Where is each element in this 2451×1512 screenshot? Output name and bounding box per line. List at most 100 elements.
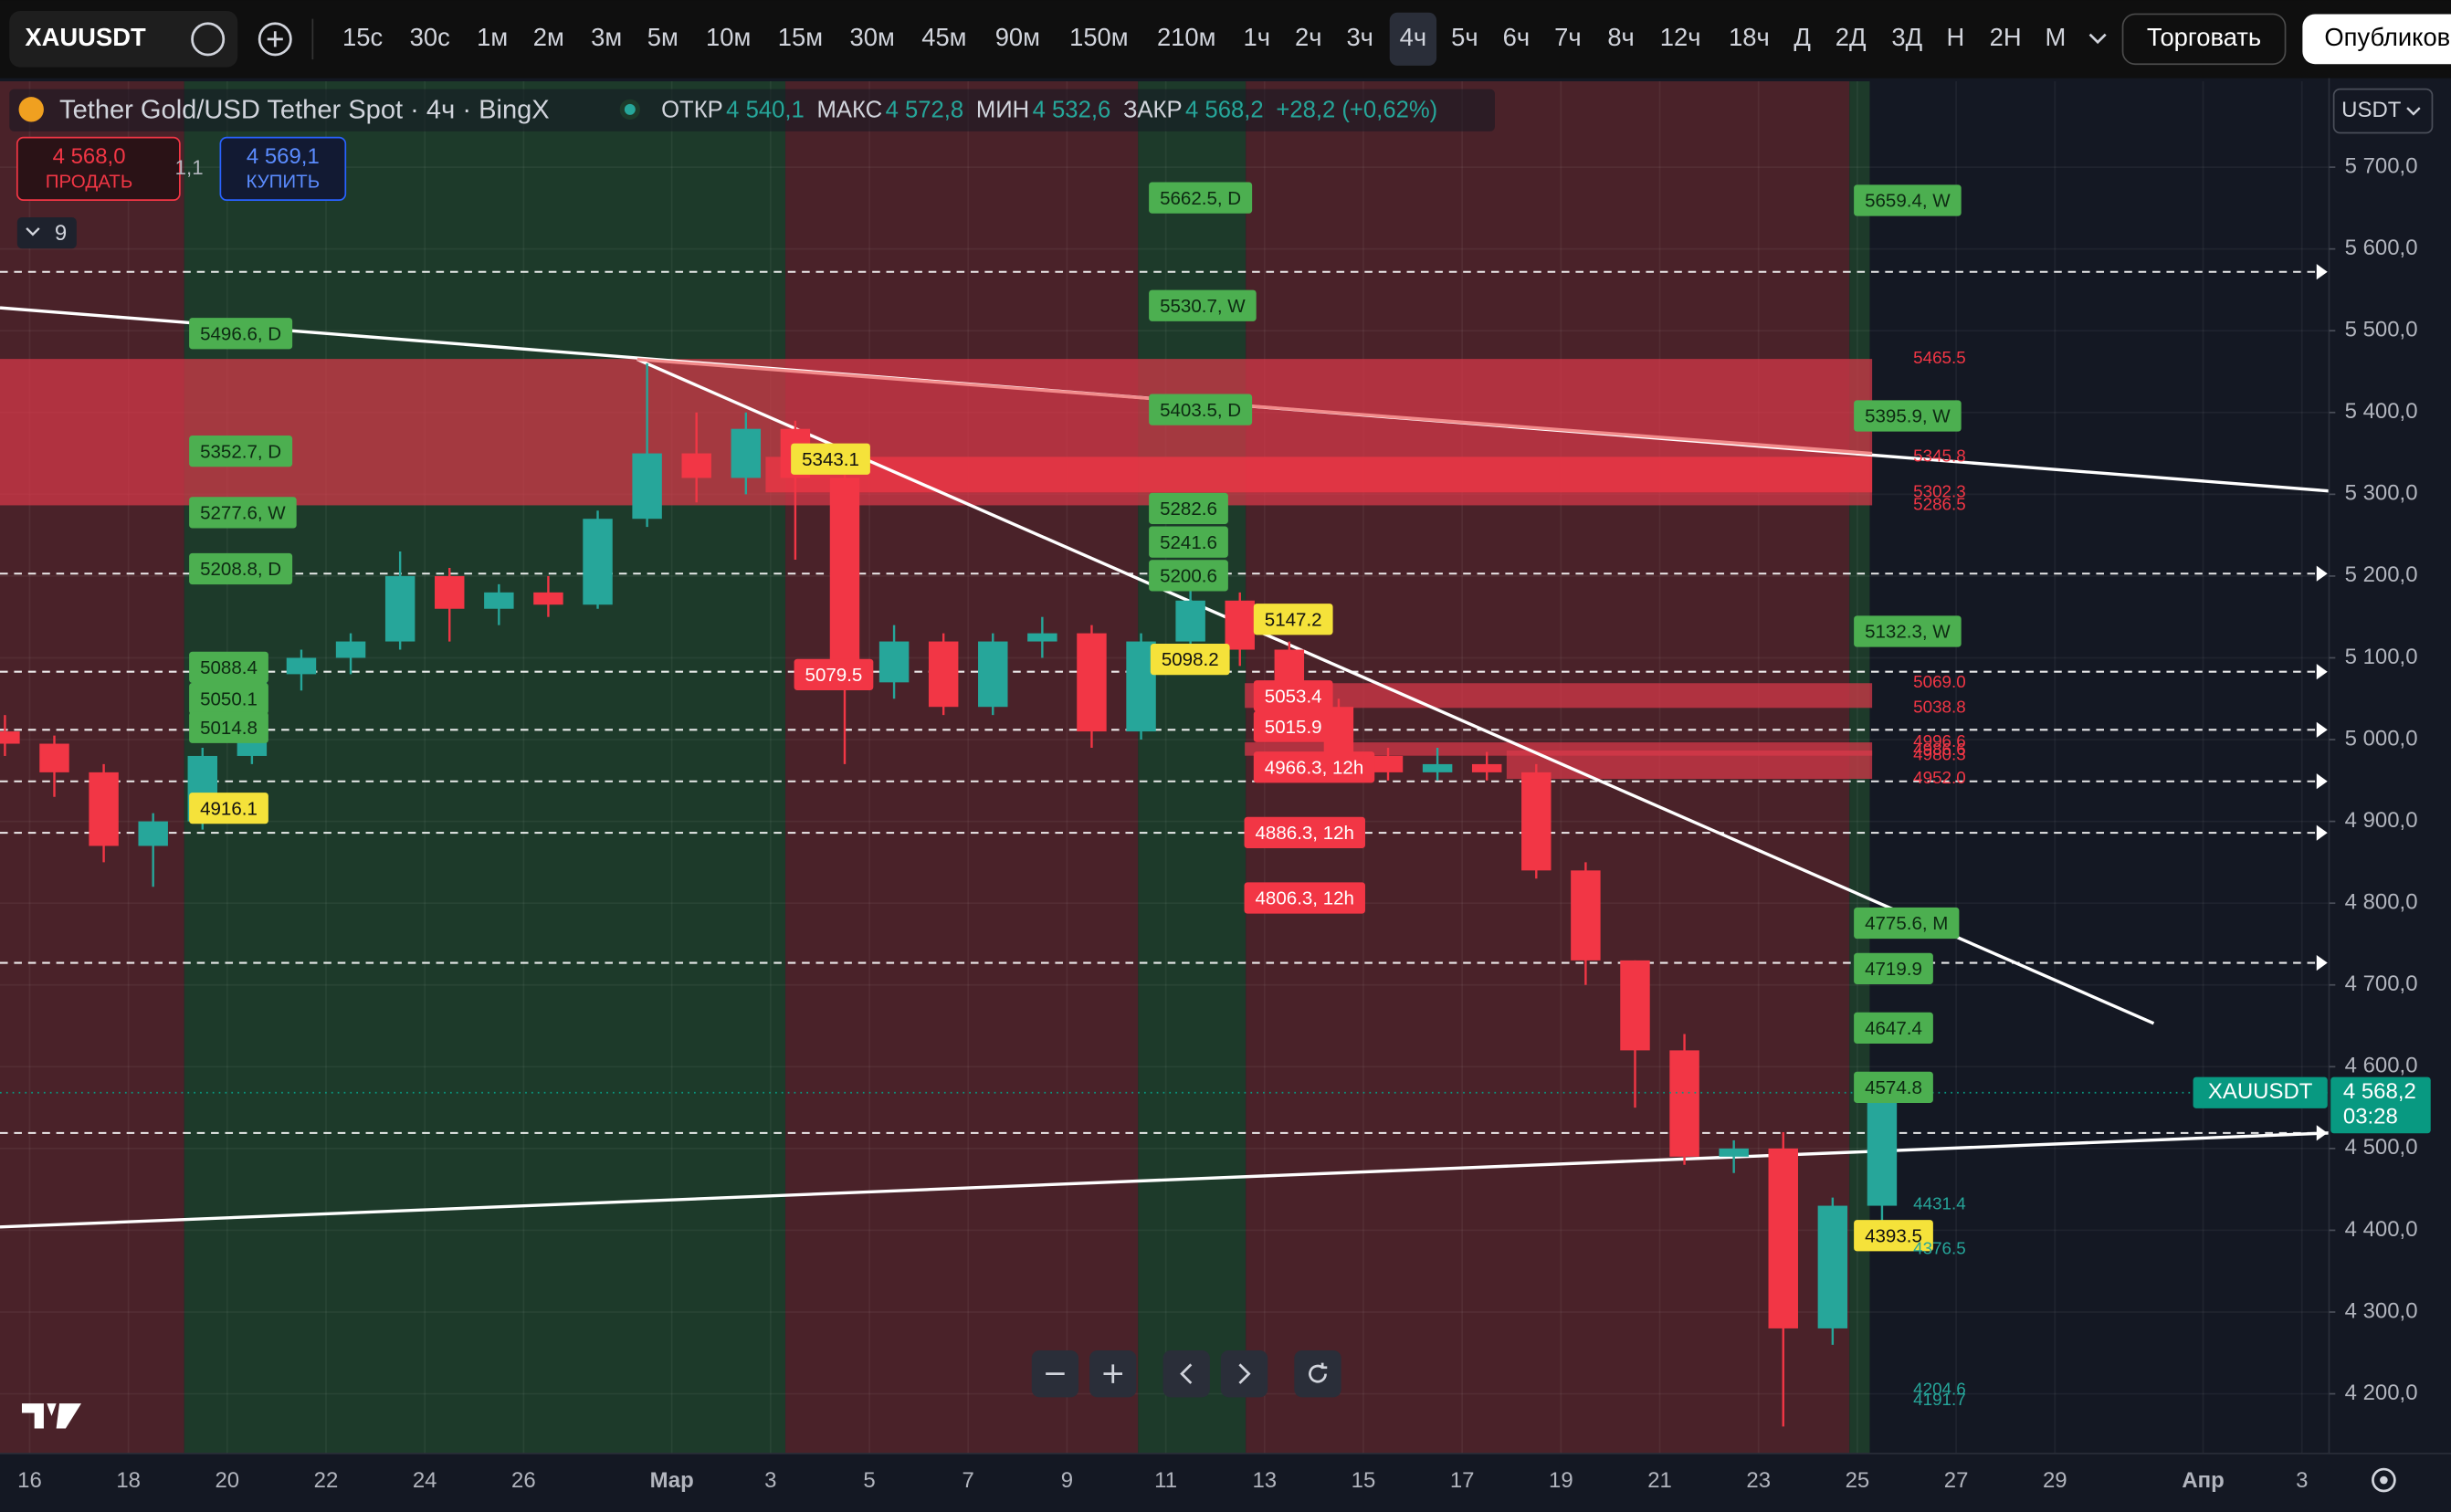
zone-price-label: 4376.5 — [1913, 1238, 1966, 1257]
level-tag-label: 4775.6, M — [1865, 913, 1948, 934]
candle-body — [435, 575, 465, 609]
price-zone — [1245, 683, 1873, 709]
interval-active-bg — [1389, 12, 1437, 66]
interval[interactable]: 210м — [1157, 23, 1216, 51]
x-tick-label: 29 — [2043, 1468, 2067, 1493]
ohlc-label: МИН — [976, 97, 1029, 122]
level-arrow — [2316, 565, 2328, 582]
symbol-badge-label: XAUUSDT — [2208, 1079, 2313, 1104]
interval[interactable]: 3ч — [1346, 23, 1373, 51]
candle-body — [1471, 763, 1502, 772]
interval[interactable]: 18ч — [1729, 23, 1770, 51]
indicators-toggle[interactable] — [16, 216, 77, 249]
publish-label[interactable]: Опубликов — [2324, 23, 2450, 51]
scroll-right[interactable] — [1220, 1349, 1268, 1398]
interval[interactable]: 30м — [850, 23, 895, 51]
level-tag-label: 4647.4 — [1865, 1018, 1922, 1039]
level-tag-label: 5098.2 — [1162, 649, 1219, 670]
interval[interactable]: 3Д — [1891, 23, 1922, 51]
interval[interactable]: 7ч — [1554, 23, 1582, 51]
interval[interactable]: 4ч — [1400, 23, 1427, 51]
level-tag-label: 5014.8 — [200, 718, 258, 739]
settings[interactable] — [2372, 1467, 2396, 1493]
zone-price-label: 5302.3 — [1913, 481, 1966, 500]
reset-chart[interactable] — [1294, 1349, 1341, 1398]
interval[interactable]: 6ч — [1503, 23, 1531, 51]
buy-price[interactable]: 4 569,1 — [247, 144, 320, 169]
trade-label[interactable]: Торговать — [2147, 23, 2261, 51]
trade-button[interactable] — [2121, 13, 2287, 66]
interval[interactable]: 1м — [477, 23, 508, 51]
candle-body — [39, 743, 69, 772]
x-tick-label: 26 — [511, 1468, 536, 1493]
interval[interactable]: 2Н — [1990, 23, 2022, 51]
candle-body — [1175, 600, 1205, 642]
sell-label[interactable]: ПРОДАТЬ — [46, 172, 133, 193]
last-price-badge — [2330, 1076, 2431, 1134]
level-tag — [189, 318, 293, 350]
level-tag — [189, 793, 268, 824]
candle-body — [1817, 1205, 1848, 1328]
currency-chevron — [2406, 107, 2421, 116]
interval[interactable]: 30с — [410, 23, 450, 51]
candle-body — [1669, 1050, 1699, 1157]
symbol-box[interactable] — [9, 11, 238, 68]
interval[interactable]: 2м — [533, 23, 564, 51]
level-tag-label: 5088.4 — [200, 657, 258, 678]
interval[interactable]: Н — [1946, 23, 1964, 51]
interval[interactable]: 2ч — [1295, 23, 1322, 51]
add-symbol[interactable] — [258, 22, 292, 57]
interval[interactable]: 12ч — [1660, 23, 1701, 51]
navigation-controls — [1031, 1349, 1341, 1398]
candle-body — [1571, 870, 1601, 961]
buy-label[interactable]: КУПИТЬ — [246, 172, 320, 193]
interval[interactable]: М — [2046, 23, 2067, 51]
ohlc-value: 4 572,8 — [886, 97, 964, 122]
currency-select[interactable] — [2332, 88, 2434, 134]
buy-button[interactable] — [219, 136, 347, 201]
level-tag — [1854, 615, 1962, 647]
interval[interactable]: 2Д — [1836, 23, 1867, 51]
ohlc-value: 4 540,1 — [726, 97, 805, 122]
level-tag-label: 5403.5, D — [1160, 400, 1241, 421]
interval[interactable]: 15с — [342, 23, 383, 51]
interval[interactable]: Д — [1794, 23, 1811, 51]
level-tag — [189, 552, 293, 585]
candle-body — [1768, 1148, 1798, 1328]
x-tick-label: 13 — [1252, 1468, 1277, 1493]
tradingview-logo[interactable] — [21, 1403, 82, 1429]
symbol-icon[interactable] — [191, 22, 226, 57]
y-tick-label: 4 500,0 — [2345, 1135, 2418, 1160]
publish-button[interactable] — [2302, 14, 2451, 65]
settings-center — [2380, 1475, 2388, 1485]
scroll-left[interactable] — [1162, 1349, 1210, 1398]
sell-button[interactable] — [16, 136, 181, 201]
y-tick-label: 4 400,0 — [2345, 1217, 2418, 1242]
ohlc-label: ОТКР — [661, 97, 723, 122]
symbol[interactable]: XAUUSDT — [25, 23, 146, 51]
intervals-more[interactable] — [2088, 33, 2107, 45]
interval[interactable]: 5ч — [1451, 23, 1478, 51]
interval[interactable]: 150м — [1069, 23, 1129, 51]
zone-price-label: 4996.6 — [1913, 731, 1966, 751]
interval[interactable]: 8ч — [1607, 23, 1635, 51]
interval[interactable]: 10м — [706, 23, 751, 51]
sell-price[interactable]: 4 568,0 — [53, 144, 126, 169]
level-tag-label: 4719.9 — [1865, 959, 1922, 980]
scroll-left-icon — [1180, 1363, 1193, 1384]
scroll-right-icon — [1238, 1363, 1251, 1384]
interval[interactable]: 45м — [921, 23, 966, 51]
interval[interactable]: 3м — [591, 23, 622, 51]
x-tick-label: 20 — [215, 1468, 239, 1493]
indicators-count[interactable]: 9 — [55, 221, 67, 246]
currency[interactable]: USDT — [2341, 98, 2402, 122]
level-tag — [1150, 643, 1230, 676]
interval[interactable]: 5м — [647, 23, 678, 51]
interval[interactable]: 90м — [995, 23, 1040, 51]
interval[interactable]: 15м — [778, 23, 823, 51]
y-tick-label: 5 500,0 — [2345, 318, 2418, 342]
level-tag — [1253, 680, 1333, 712]
interval[interactable]: 1ч — [1243, 23, 1270, 51]
y-tick-label: 5 200,0 — [2345, 562, 2418, 587]
